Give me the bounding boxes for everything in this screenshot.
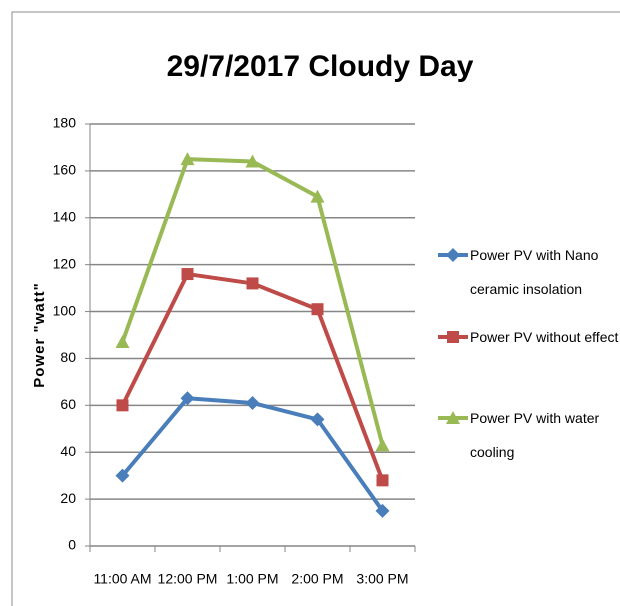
- y-tick-label: 180: [53, 115, 77, 131]
- marker: [446, 248, 460, 262]
- legend-label: Power PV with water cooling: [470, 410, 600, 460]
- legend-entry: Power PV with Nano ceramic insolation: [470, 247, 599, 297]
- marker: [446, 411, 460, 424]
- legend-entry: Power PV without effect: [470, 329, 619, 345]
- y-tick-label: 140: [53, 208, 77, 224]
- y-tick-label: 160: [53, 162, 77, 178]
- marker: [310, 412, 325, 427]
- x-tick-label: 2:00 PM: [291, 571, 343, 587]
- y-axis-label: Power "watt": [31, 282, 48, 387]
- marker: [375, 503, 390, 518]
- marker: [180, 152, 195, 166]
- y-tick-label: 60: [60, 396, 76, 412]
- series-line: [120, 272, 385, 482]
- x-tick-label: 3:00 PM: [356, 571, 408, 587]
- frame: [11, 11, 620, 606]
- legend-entry: Power PV with water cooling: [470, 410, 600, 460]
- marker: [310, 189, 325, 203]
- chart-title: 29/7/2017 Cloudy Day: [167, 50, 474, 83]
- marker: [181, 268, 194, 281]
- marker: [115, 335, 130, 349]
- x-tick-label: 11:00 AM: [93, 571, 151, 587]
- y-tick-label: 120: [53, 255, 77, 271]
- marker: [447, 331, 459, 343]
- marker: [375, 438, 390, 452]
- y-tick-label: 80: [60, 349, 76, 365]
- marker: [180, 391, 195, 406]
- marker: [245, 154, 260, 168]
- y-tick-label: 0: [68, 537, 76, 553]
- marker: [311, 303, 324, 316]
- marker: [376, 474, 389, 487]
- y-tick-label: 20: [60, 490, 76, 506]
- marker: [245, 395, 260, 410]
- marker: [246, 277, 259, 290]
- marker: [116, 399, 129, 412]
- legend-label: Power PV without effect: [470, 329, 619, 345]
- y-tick-label: 40: [60, 443, 76, 459]
- legend-label: Power PV with Nano ceramic insolation: [470, 247, 599, 297]
- series-line: [120, 396, 385, 512]
- marker: [115, 468, 130, 483]
- y-tick-label: 100: [53, 302, 77, 318]
- x-tick-label: 12:00 PM: [158, 571, 218, 587]
- x-tick-label: 1:00 PM: [226, 571, 278, 587]
